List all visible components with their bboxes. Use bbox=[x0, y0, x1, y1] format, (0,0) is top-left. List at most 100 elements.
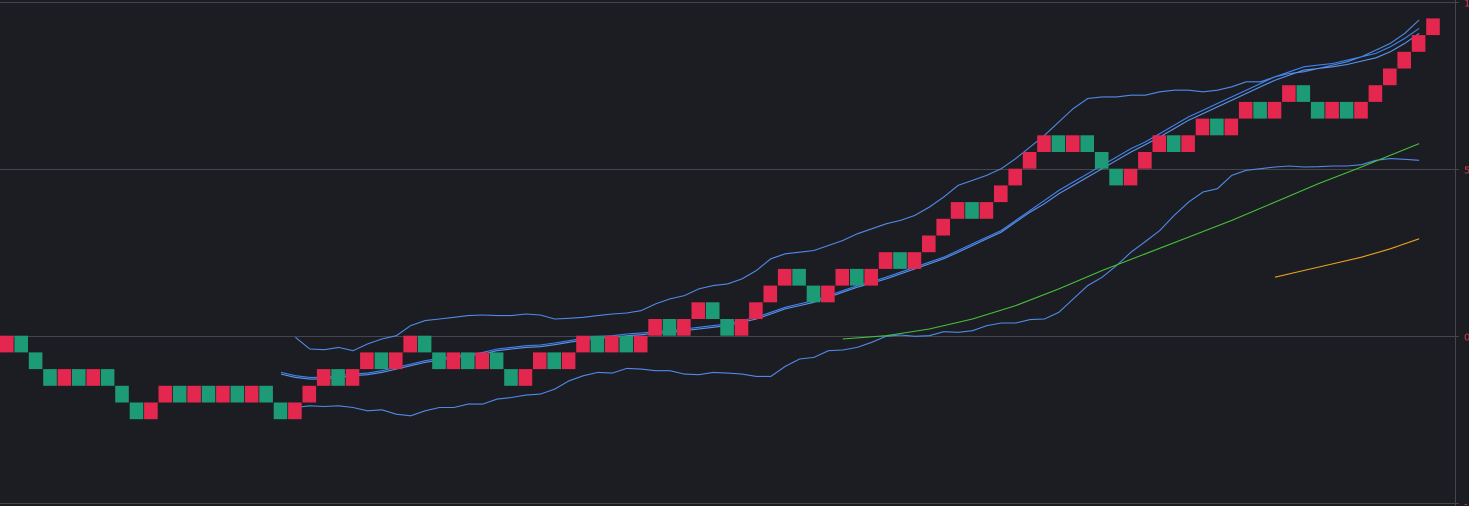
renko-brick-up bbox=[1152, 135, 1167, 152]
band-lower-line bbox=[295, 158, 1420, 417]
renko-brick-down bbox=[230, 385, 245, 403]
renko-brick-up bbox=[288, 402, 302, 420]
renko-brick-up bbox=[216, 385, 230, 403]
renko-brick-up bbox=[57, 369, 72, 386]
renko-brick-up bbox=[389, 352, 403, 370]
renko-brick-up bbox=[1267, 101, 1282, 119]
y-tick-label: 1 bbox=[1464, 0, 1469, 10]
renko-brick-down bbox=[432, 352, 446, 370]
renko-brick-up bbox=[1282, 85, 1296, 102]
renko-brick-up bbox=[677, 319, 691, 336]
renko-brick-up bbox=[936, 218, 950, 236]
renko-brick-up bbox=[763, 285, 778, 303]
renko-brick-up bbox=[950, 202, 965, 219]
renko-brick-up bbox=[821, 285, 835, 303]
renko-brick-up bbox=[1195, 118, 1210, 136]
renko-brick-up bbox=[648, 319, 662, 336]
renko-brick-down bbox=[1210, 118, 1224, 136]
renko-brick-down bbox=[129, 402, 144, 420]
renko-brick-down bbox=[1296, 85, 1311, 102]
renko-brick-down bbox=[172, 385, 187, 403]
band-upper-line bbox=[295, 19, 1420, 352]
renko-brick-down bbox=[100, 369, 115, 386]
renko-brick-down bbox=[201, 385, 216, 403]
renko-brick-up bbox=[979, 202, 994, 219]
renko-brick-down bbox=[1253, 101, 1267, 119]
renko-brick-down bbox=[590, 335, 605, 353]
renko-brick-up bbox=[1066, 135, 1080, 152]
renko-brick-down bbox=[662, 319, 677, 336]
renko-brick-down bbox=[14, 335, 28, 353]
renko-brick-up bbox=[994, 185, 1008, 203]
renko-brick-up bbox=[1224, 118, 1239, 136]
renko-brick-down bbox=[417, 335, 432, 353]
renko-brick-down bbox=[720, 319, 734, 336]
renko-brick-up bbox=[605, 335, 619, 353]
renko-brick-up bbox=[749, 302, 763, 319]
renko-brick-up bbox=[576, 335, 590, 353]
renko-brick-down bbox=[705, 302, 720, 319]
renko-brick-up bbox=[403, 335, 417, 353]
renko-brick-down bbox=[28, 352, 43, 370]
renko-brick-up bbox=[518, 369, 533, 386]
renko-brick-up bbox=[345, 369, 360, 386]
renko-brick-up bbox=[1138, 152, 1152, 169]
renko-brick-down bbox=[1051, 135, 1066, 152]
y-tick-label: 5 bbox=[1464, 166, 1469, 177]
renko-brick-down bbox=[331, 369, 345, 386]
y-axis: 1 5 0 - bbox=[1455, 0, 1469, 506]
renko-brick-up bbox=[777, 268, 792, 286]
renko-brick-up bbox=[0, 335, 14, 353]
renko-brick-down bbox=[489, 352, 504, 370]
renko-brick-down bbox=[504, 369, 518, 386]
renko-brick-down bbox=[43, 369, 57, 386]
renko-brick-down bbox=[893, 252, 907, 269]
renko-brick-down bbox=[1094, 152, 1109, 169]
renko-brick-up bbox=[316, 369, 331, 386]
renko-brick-up bbox=[734, 319, 749, 336]
renko-brick-up bbox=[1426, 18, 1440, 36]
renko-brick-up bbox=[878, 252, 893, 269]
renko-brick-down bbox=[115, 385, 129, 403]
renko-brick-up bbox=[1123, 168, 1138, 186]
renko-brick-up bbox=[922, 235, 936, 253]
moving-average-line bbox=[842, 143, 1420, 340]
renko-brick-up bbox=[158, 385, 173, 403]
renko-brick-down bbox=[273, 402, 288, 420]
renko-brick-down bbox=[547, 352, 561, 370]
renko-brick-up bbox=[561, 352, 576, 370]
renko-brick-down bbox=[806, 285, 821, 303]
renko-brick-up bbox=[691, 302, 706, 319]
renko-brick-down bbox=[72, 369, 86, 386]
renko-brick-up bbox=[864, 268, 878, 286]
renko-brick-up bbox=[187, 385, 201, 403]
renko-brick-up bbox=[1181, 135, 1195, 152]
renko-brick-down bbox=[259, 385, 273, 403]
renko-brick-up bbox=[1022, 152, 1037, 169]
renko-brick-up bbox=[907, 252, 922, 269]
renko-brick-up bbox=[1354, 101, 1368, 119]
renko-brick-up bbox=[86, 369, 100, 386]
renko-brick-up bbox=[144, 402, 158, 420]
renko-bricks bbox=[0, 18, 1440, 420]
renko-brick-up bbox=[360, 352, 374, 370]
renko-brick-up bbox=[1397, 51, 1411, 69]
renko-brick-up bbox=[1411, 35, 1426, 52]
moving-average-line bbox=[1274, 238, 1420, 278]
renko-brick-down bbox=[461, 352, 475, 370]
renko-brick-up bbox=[446, 352, 461, 370]
renko-brick-down bbox=[1310, 101, 1325, 119]
renko-brick-up bbox=[1238, 101, 1253, 119]
renko-brick-up bbox=[475, 352, 489, 370]
renko-brick-down bbox=[1166, 135, 1181, 152]
renko-brick-down bbox=[374, 352, 389, 370]
renko-brick-up bbox=[302, 385, 317, 403]
renko-brick-up bbox=[1037, 135, 1051, 152]
renko-brick-up bbox=[1383, 68, 1397, 86]
renko-brick-up bbox=[633, 335, 648, 353]
renko-brick-up bbox=[533, 352, 547, 370]
renko-brick-up bbox=[1008, 168, 1022, 186]
